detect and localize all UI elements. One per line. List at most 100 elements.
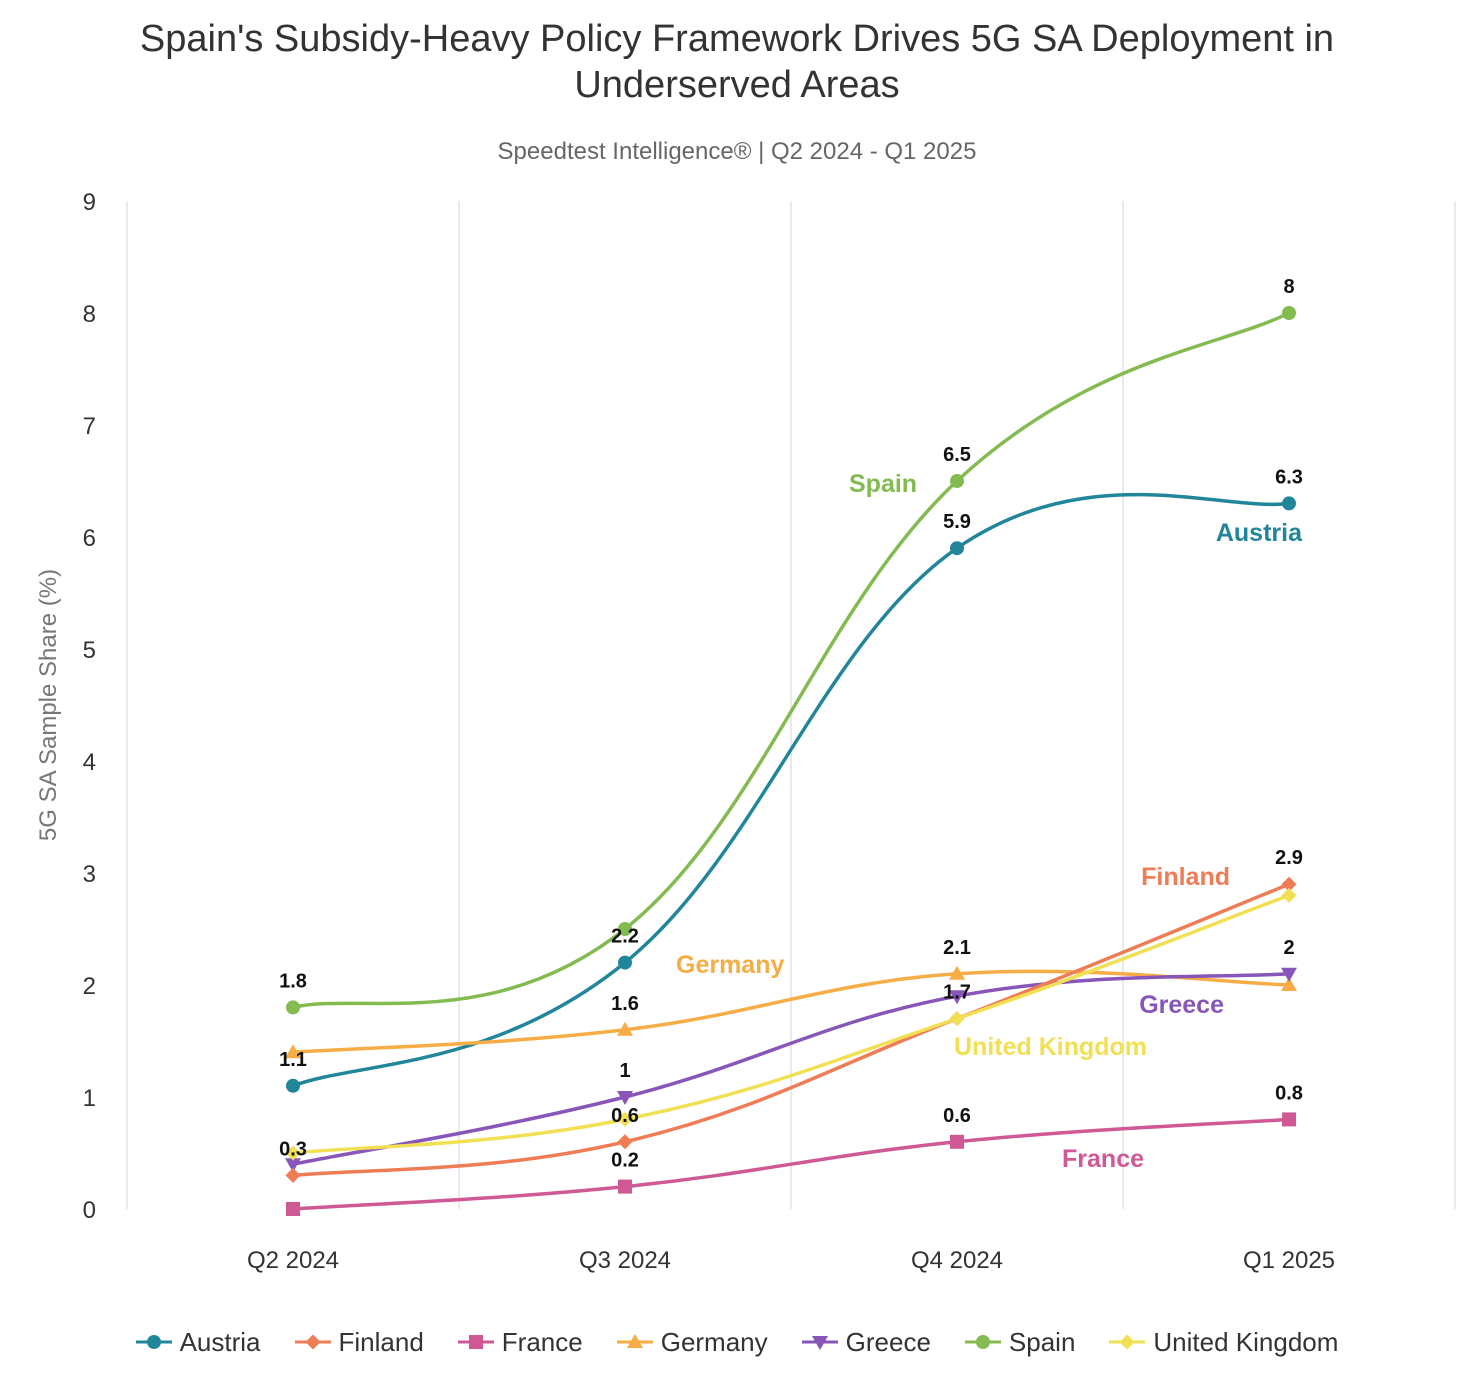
legend-symbol-spain <box>964 1335 1001 1349</box>
marker-france <box>950 1134 964 1149</box>
marker-spain <box>618 922 632 936</box>
legend-marker-finland <box>305 1334 321 1350</box>
marker-austria <box>950 541 964 556</box>
marker-germany <box>285 1044 301 1059</box>
marker-united-kingdom <box>285 1145 301 1161</box>
data-label-finland: 0.6 <box>611 1105 639 1127</box>
legend-marker-austria <box>146 1335 161 1349</box>
legend-marker-greece <box>811 1336 828 1350</box>
y-tick-label: 2 <box>83 973 96 1000</box>
chart-title: Spain's Subsidy-Heavy Policy Framework D… <box>139 18 1335 106</box>
marker-france <box>1282 1112 1296 1127</box>
legend-label: United Kingdom <box>1153 1326 1339 1357</box>
y-tick-label: 9 <box>83 189 96 216</box>
marker-germany <box>1281 977 1297 991</box>
data-label-france: 0.8 <box>1275 1082 1303 1104</box>
marker-austria <box>618 955 632 970</box>
legend-item-united-kingdom[interactable]: United Kingdom <box>1109 1327 1338 1358</box>
series-markers <box>285 306 1297 1216</box>
marker-spain <box>286 1000 300 1015</box>
marker-germany <box>949 965 965 980</box>
data-label-france: 0.2 <box>611 1150 639 1172</box>
legend-symbol-united-kingdom <box>1109 1334 1146 1350</box>
y-axis-ticks: 0 1 2 3 4 5 6 7 8 9 <box>83 189 96 1224</box>
y-axis-label: 5G SA Sample Share (%) <box>35 569 62 841</box>
y-tick-label: 7 <box>83 413 96 440</box>
x-tick-label: Q4 2024 <box>911 1247 1003 1274</box>
annotation-finland: Finland <box>1141 863 1230 891</box>
data-label-austria: 6.3 <box>1275 466 1303 488</box>
marker-france <box>618 1179 632 1194</box>
series-line-france <box>291 1117 1291 1211</box>
legend-label: Greece <box>845 1326 931 1357</box>
y-tick-label: 1 <box>83 1085 96 1112</box>
marker-finland <box>617 1134 633 1150</box>
marker-greece <box>949 990 965 1005</box>
marker-germany <box>617 1021 633 1036</box>
marker-spain <box>1282 306 1296 320</box>
marker-finland <box>1281 876 1297 892</box>
x-tick-label: Q3 2024 <box>579 1247 671 1274</box>
legend-item-austria[interactable]: Austria <box>135 1327 261 1358</box>
legend-marker-spain <box>975 1335 990 1349</box>
legend-symbol-france <box>457 1335 494 1349</box>
annotation-france: France <box>1062 1145 1144 1173</box>
legend-marker-france <box>468 1335 483 1349</box>
grid-lines <box>126 201 1456 1209</box>
x-tick-label: Q1 2025 <box>1243 1247 1335 1274</box>
legend-label: Finland <box>338 1326 424 1357</box>
annotation-austria: Austria <box>1216 519 1303 547</box>
series-line-spain <box>291 311 1291 1010</box>
legend-marker-germany <box>626 1334 643 1348</box>
legend-item-spain[interactable]: Spain <box>964 1326 1076 1358</box>
marker-austria <box>1282 496 1296 511</box>
data-labels: 1.1 2.2 5.9 6.3 1.8 6.5 8 1.6 2.1 1 2 0.3 0.6 1.7 2.9 0… <box>279 276 1303 1172</box>
series-line-greece <box>291 972 1291 1166</box>
y-tick-label: 5 <box>83 637 96 664</box>
data-label-spain: 8 <box>1283 276 1294 298</box>
marker-greece <box>1281 967 1297 982</box>
data-label-austria: 2.2 <box>611 926 639 948</box>
data-label-germany: 1.6 <box>611 993 639 1015</box>
legend-item-greece[interactable]: Greece <box>801 1326 931 1358</box>
y-tick-label: 4 <box>83 749 96 776</box>
marker-united-kingdom <box>1281 887 1297 903</box>
marker-greece <box>285 1158 301 1173</box>
legend-symbol-finland <box>294 1334 331 1350</box>
legend-item-finland[interactable]: Finland <box>294 1326 424 1358</box>
x-tick-label: Q2 2024 <box>247 1247 339 1274</box>
marker-united-kingdom <box>949 1011 965 1027</box>
series-line-germany <box>291 969 1291 1054</box>
legend-symbol-austria <box>135 1335 172 1349</box>
data-label-austria: 5.9 <box>943 511 971 533</box>
legend-label: France <box>501 1326 583 1357</box>
series-line-united-kingdom <box>291 893 1291 1155</box>
legend-label: Germany <box>660 1326 768 1357</box>
data-label-finland: 2.9 <box>1275 847 1303 869</box>
marker-spain <box>950 474 964 488</box>
data-label-greece: 1 <box>619 1060 630 1082</box>
annotation-spain: Spain <box>849 470 917 498</box>
annotation-greece: Greece <box>1139 991 1224 1019</box>
marker-united-kingdom <box>617 1111 633 1127</box>
data-label-finland: 1.7 <box>943 982 971 1004</box>
legend-item-france[interactable]: France <box>457 1326 583 1358</box>
legend-marker-united-kingdom <box>1119 1334 1135 1350</box>
x-axis-ticks: Q2 2024 Q3 2024 Q4 2024 Q1 2025 <box>247 1247 1335 1274</box>
data-label-finland: 0.3 <box>279 1138 307 1160</box>
marker-finland <box>285 1167 301 1183</box>
annotation-germany: Germany <box>676 951 784 979</box>
data-label-austria: 1.1 <box>279 1049 307 1071</box>
data-label-france: 0.6 <box>943 1105 971 1127</box>
data-label-greece: 2 <box>1283 937 1294 959</box>
series-lines <box>291 311 1291 1211</box>
marker-austria <box>286 1078 300 1093</box>
marker-greece <box>617 1091 633 1105</box>
marker-france <box>286 1202 300 1216</box>
series-line-austria <box>291 492 1291 1088</box>
legend-label: Spain <box>1008 1326 1076 1357</box>
legend-item-germany[interactable]: Germany <box>616 1326 768 1358</box>
data-label-spain: 6.5 <box>943 444 971 466</box>
chart-subtitle: Speedtest Intelligence® | Q2 2024 - Q1 2… <box>497 138 977 165</box>
